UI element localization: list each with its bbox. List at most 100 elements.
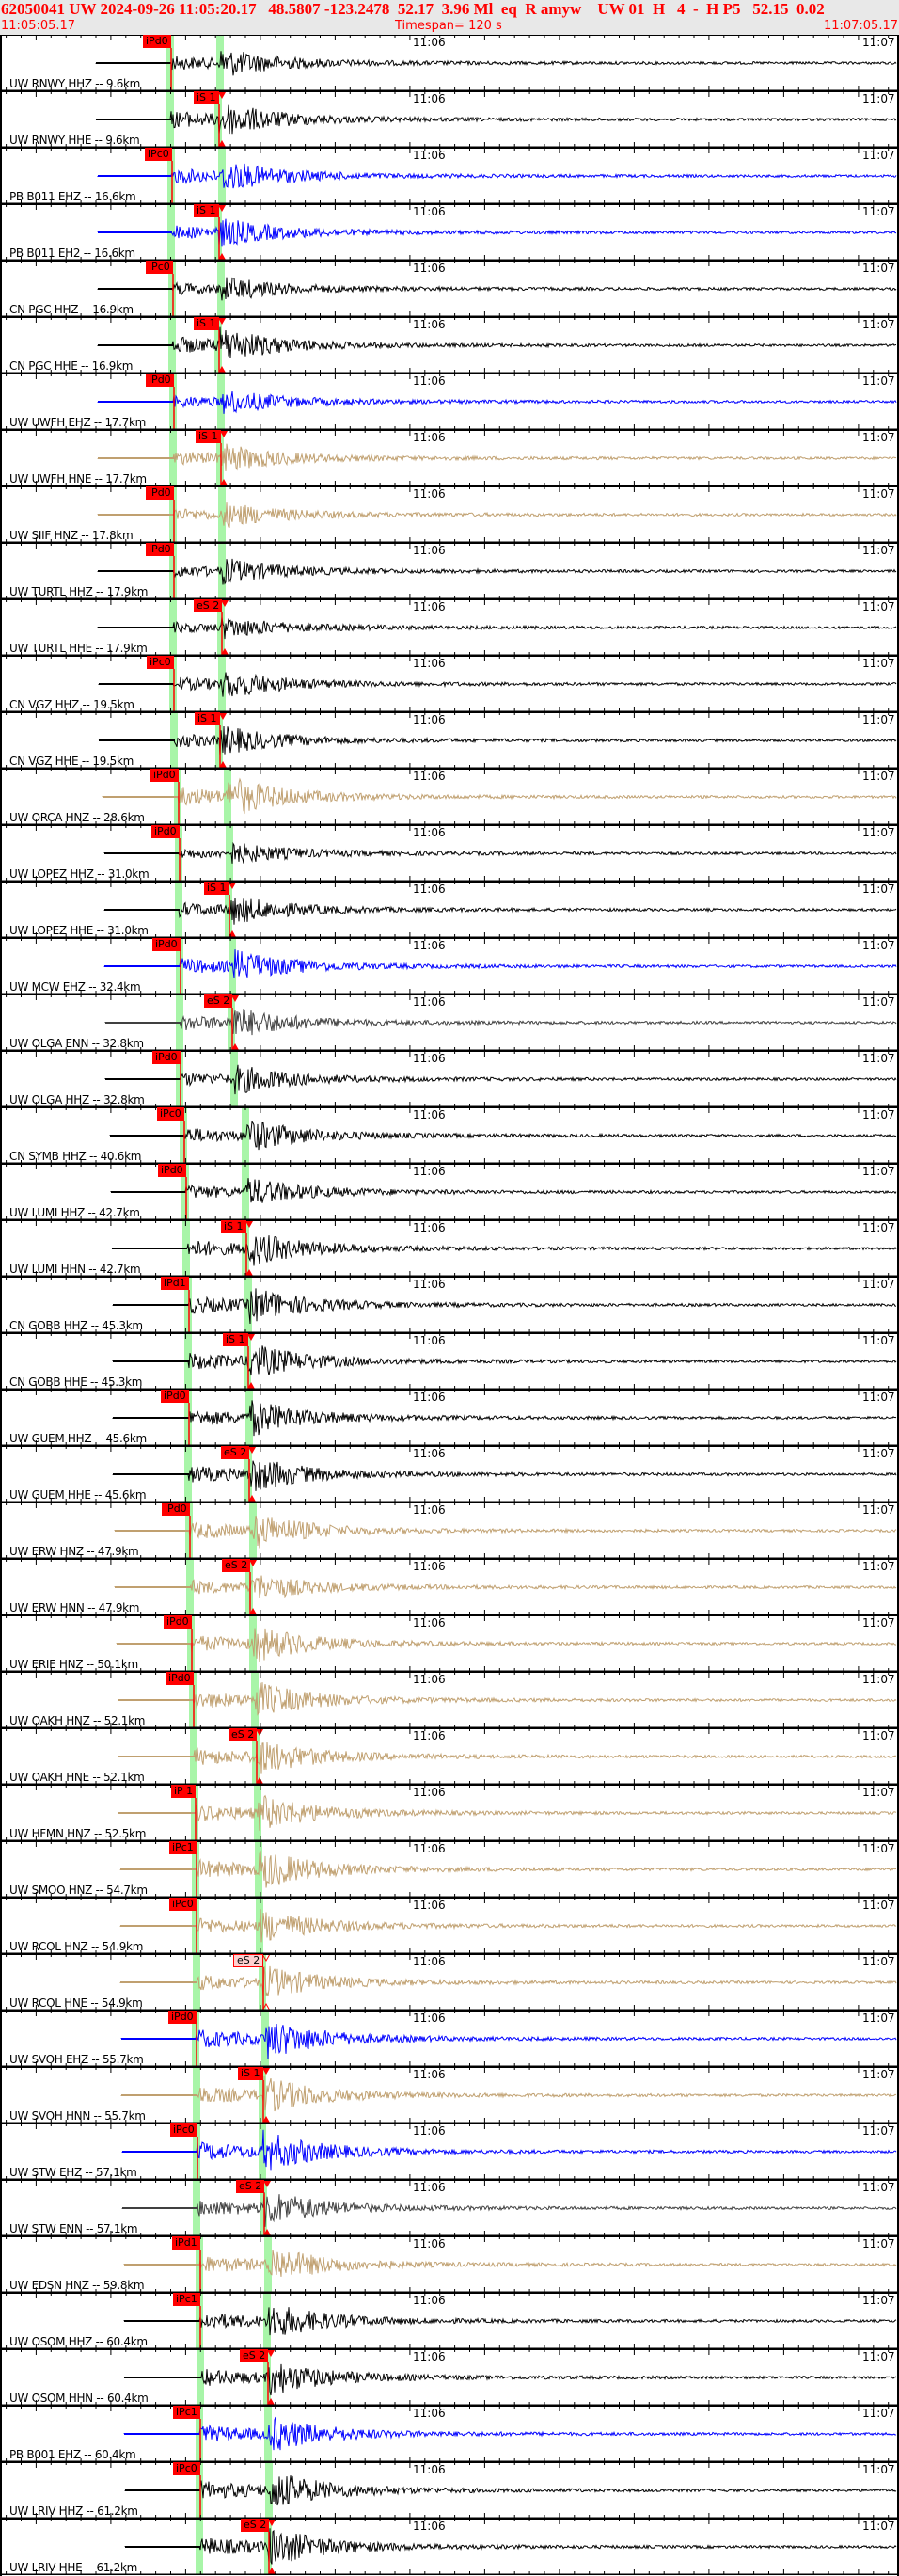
phase-pick-flag[interactable]: iPd0: [150, 769, 179, 782]
seismogram-panel[interactable]: 11:06 11:07 iS 1 CN GOBB HHE -- 45.3km: [0, 1333, 899, 1390]
seismogram-panel[interactable]: 11:06 11:07 eS 2 UW GUEM HHE -- 45.6km: [0, 1446, 899, 1503]
seismogram-panel[interactable]: 11:06 11:07 iPd0 UW ERIE HNZ -- 50.1km: [0, 1615, 899, 1672]
phase-pick-flag[interactable]: iPd0: [146, 543, 174, 556]
seismogram-panel[interactable]: 11:06 11:07 iPd0 UW RNWY HHZ -- 9.6km: [0, 35, 899, 91]
time-tick-label: 11:07: [862, 1278, 895, 1291]
time-tick-label: 11:06: [413, 657, 446, 670]
seismogram-panel[interactable]: 11:06 11:07 eS 2 UW OAKH HNE -- 52.1km: [0, 1728, 899, 1785]
seismogram-panel[interactable]: 11:06 11:07 iPd1 CN GOBB HHZ -- 45.3km: [0, 1277, 899, 1333]
waveform-trace: [119, 1909, 897, 1943]
seismogram-panel[interactable]: 11:06 11:07 iS 1 UW LOPEZ HHE -- 31.0km: [0, 882, 899, 938]
seismogram-panel[interactable]: 11:06 11:07 iS 1 UW LUMI HHN -- 42.7km: [0, 1220, 899, 1277]
phase-pick-flag[interactable]: iPc0: [147, 656, 174, 669]
phase-pick-flag[interactable]: iPd0: [152, 1051, 181, 1064]
phase-pick-flag[interactable]: iPd0: [152, 938, 181, 951]
seismogram-panel[interactable]: 11:06 11:07 iPd0 UW ORCA HNZ -- 28.6km: [0, 769, 899, 825]
phase-pick-flag[interactable]: iS 1: [194, 204, 219, 217]
seismogram-panel[interactable]: 11:06 11:07 iPd0 UW MCW EHZ -- 32.4km: [0, 938, 899, 994]
phase-pick-flag[interactable]: eS 2: [194, 599, 223, 612]
seismogram-panel[interactable]: 11:06 11:07 iPd0 UW UWFH EHZ -- 17.7km: [0, 374, 899, 430]
seismogram-panel[interactable]: 11:06 11:07 iPd0 UW OAKH HNZ -- 52.1km: [0, 1672, 899, 1728]
phase-pick-flag[interactable]: iPc0: [157, 1107, 184, 1121]
phase-pick-flag[interactable]: iPd0: [146, 486, 174, 500]
waveform-plot: [0, 1107, 899, 1164]
time-tick-label: 11:07: [862, 600, 895, 613]
seismogram-panel[interactable]: 11:06 11:07 iPd0 UW LUMI HHZ -- 42.7km: [0, 1164, 899, 1220]
phase-pick-flag[interactable]: eS 2: [233, 1954, 264, 1967]
phase-pick-flag[interactable]: iS 1: [238, 2067, 263, 2080]
time-tick-label: 11:06: [413, 1955, 446, 1968]
seismogram-panel[interactable]: 11:06 11:07 iS 1 CN VGZ HHE -- 19.5km: [0, 712, 899, 769]
station-channel-label: UW OLGA ENN -- 32.8km: [9, 1037, 144, 1050]
time-tick-label: 11:06: [413, 1786, 446, 1799]
seismogram-panel[interactable]: 11:06 11:07 iPd0 UW SIIF HNZ -- 17.8km: [0, 486, 899, 543]
phase-pick-flag[interactable]: eS 2: [204, 994, 233, 1008]
seismogram-panel[interactable]: 11:06 11:07 iPc0 PB B011 EHZ -- 16.6km: [0, 148, 899, 204]
phase-pick-flag[interactable]: iS 1: [223, 1333, 248, 1346]
phase-pick-flag[interactable]: eS 2: [229, 1728, 258, 1741]
phase-pick-flag[interactable]: iPd0: [168, 2011, 197, 2024]
time-tick-label: 11:06: [413, 487, 446, 501]
phase-pick-flag[interactable]: iPd0: [146, 374, 174, 387]
waveform-plot: [0, 261, 899, 317]
phase-pick-flag[interactable]: iP 1: [171, 1785, 197, 1798]
phase-pick-flag[interactable]: iPd0: [143, 35, 171, 48]
s-window-band: [259, 1954, 266, 2011]
seismogram-panel[interactable]: 11:06 11:07 iP 1 UW HFMN HNZ -- 52.5km: [0, 1785, 899, 1841]
phase-pick-flag[interactable]: iPc1: [169, 1841, 197, 1854]
seismogram-panel[interactable]: 11:06 11:07 iPd0 UW GUEM HHZ -- 45.6km: [0, 1390, 899, 1446]
seismogram-panel[interactable]: 11:06 11:07 eS 2 UW OLGA ENN -- 32.8km: [0, 994, 899, 1051]
phase-pick-flag[interactable]: iPc0: [169, 1898, 197, 1911]
phase-pick-flag[interactable]: iPd0: [166, 1672, 194, 1685]
seismogram-panel[interactable]: 11:06 11:07 iS 1 UW UWFH HNE -- 17.7km: [0, 430, 899, 486]
time-tick-label: 11:06: [413, 1842, 446, 1855]
time-tick-label: 11:06: [413, 149, 446, 162]
seismogram-panel[interactable]: 11:06 11:07 iPc1 UW SMOO HNZ -- 54.7km: [0, 1841, 899, 1898]
phase-pick-flag[interactable]: iS 1: [195, 712, 220, 725]
seismogram-panel[interactable]: 11:06 11:07 iPd0 UW OLGA HHZ -- 32.8km: [0, 1051, 899, 1107]
phase-pick-flag[interactable]: iPd0: [161, 1390, 189, 1403]
seismogram-panel[interactable]: 11:06 11:07 iPd0 UW SVOH EHZ -- 55.7km: [0, 2011, 899, 2067]
seismogram-panel[interactable]: 11:06 11:07 iPc0 CN VGZ HHZ -- 19.5km: [0, 656, 899, 712]
phase-pick-flag[interactable]: eS 2: [221, 1446, 250, 1459]
phase-pick-flag[interactable]: iPc0: [146, 261, 173, 274]
phase-pick-flag[interactable]: iS 1: [196, 430, 221, 443]
time-tick-label: 11:07: [862, 1560, 895, 1573]
waveform-trace: [104, 1009, 897, 1036]
phase-pick-flag[interactable]: iPd0: [158, 1164, 186, 1177]
time-tick-label: 11:07: [862, 1955, 895, 1968]
seismogram-panel[interactable]: 11:06 11:07 eS 2 UW RCOL HNE -- 54.9km: [0, 1954, 899, 2011]
phase-pick-flag[interactable]: iS 1: [204, 882, 229, 895]
phase-pick-flag[interactable]: iS 1: [221, 1220, 246, 1233]
seismogram-panel[interactable]: 11:06 11:07 iPc0 CN SYMB HHZ -- 40.6km: [0, 1107, 899, 1164]
seismogram-panel[interactable]: 11:06 11:07 iPd0 UW LOPEZ HHZ -- 31.0km: [0, 825, 899, 882]
seismogram-panel[interactable]: 11:06 11:07 iS 1 PB B011 EH2 -- 16.6km: [0, 204, 899, 261]
time-tick-label: 11:07: [862, 1616, 895, 1630]
phase-pick-flag[interactable]: iPd0: [162, 1503, 190, 1516]
phase-pick-flag[interactable]: iPd1: [161, 1277, 189, 1290]
seismogram-panel[interactable]: 11:06 11:07 iPc0 CN PGC HHZ -- 16.9km: [0, 261, 899, 317]
time-tick-label: 11:06: [413, 1899, 446, 1912]
seismogram-panel[interactable]: 11:06 11:07 iS 1 CN PGC HHE -- 16.9km: [0, 317, 899, 374]
waveform-plot: [0, 2011, 899, 2067]
pick-marker-triangle-icon: [217, 91, 227, 100]
waveform-trace: [102, 777, 897, 815]
seismogram-panel[interactable]: 11:06 11:07 iS 1 UW SVOH HNN -- 55.7km: [0, 2067, 899, 2123]
seismogram-panel[interactable]: 11:06 11:07 eS 2 UW ERW HNN -- 47.9km: [0, 1559, 899, 1615]
time-tick-label: 11:06: [413, 883, 446, 896]
timespan-label: Timespan= 120 s: [395, 19, 502, 33]
phase-pick-flag[interactable]: iPc0: [145, 148, 172, 161]
station-channel-label: CN VGZ HHZ -- 19.5km: [9, 698, 134, 711]
seismogram-panel[interactable]: 11:06 11:07 eS 2 UW TURTL HHE -- 17.9km: [0, 599, 899, 656]
phase-pick-flag[interactable]: iPd0: [151, 825, 180, 838]
phase-pick-flag[interactable]: iPd0: [164, 1615, 192, 1629]
phase-pick-flag[interactable]: iS 1: [194, 91, 219, 104]
phase-pick-flag[interactable]: iS 1: [194, 317, 219, 330]
waveform-plot: [0, 35, 899, 91]
seismogram-panel[interactable]: 11:06 11:07 iPc0 UW STW EHZ -- 57.1km: [0, 2123, 899, 2180]
phase-pick-flag[interactable]: eS 2: [222, 1559, 251, 1572]
seismogram-panel[interactable]: 11:06 11:07 iPd0 UW TURTL HHZ -- 17.9km: [0, 543, 899, 599]
seismogram-panel[interactable]: 11:06 11:07 iPc0 UW RCOL HNZ -- 54.9km: [0, 1898, 899, 1954]
seismogram-panel[interactable]: 11:06 11:07 iS 1 UW RNWY HHE -- 9.6km: [0, 91, 899, 148]
seismogram-panel[interactable]: 11:06 11:07 iPd0 UW ERW HNZ -- 47.9km: [0, 1503, 899, 1559]
